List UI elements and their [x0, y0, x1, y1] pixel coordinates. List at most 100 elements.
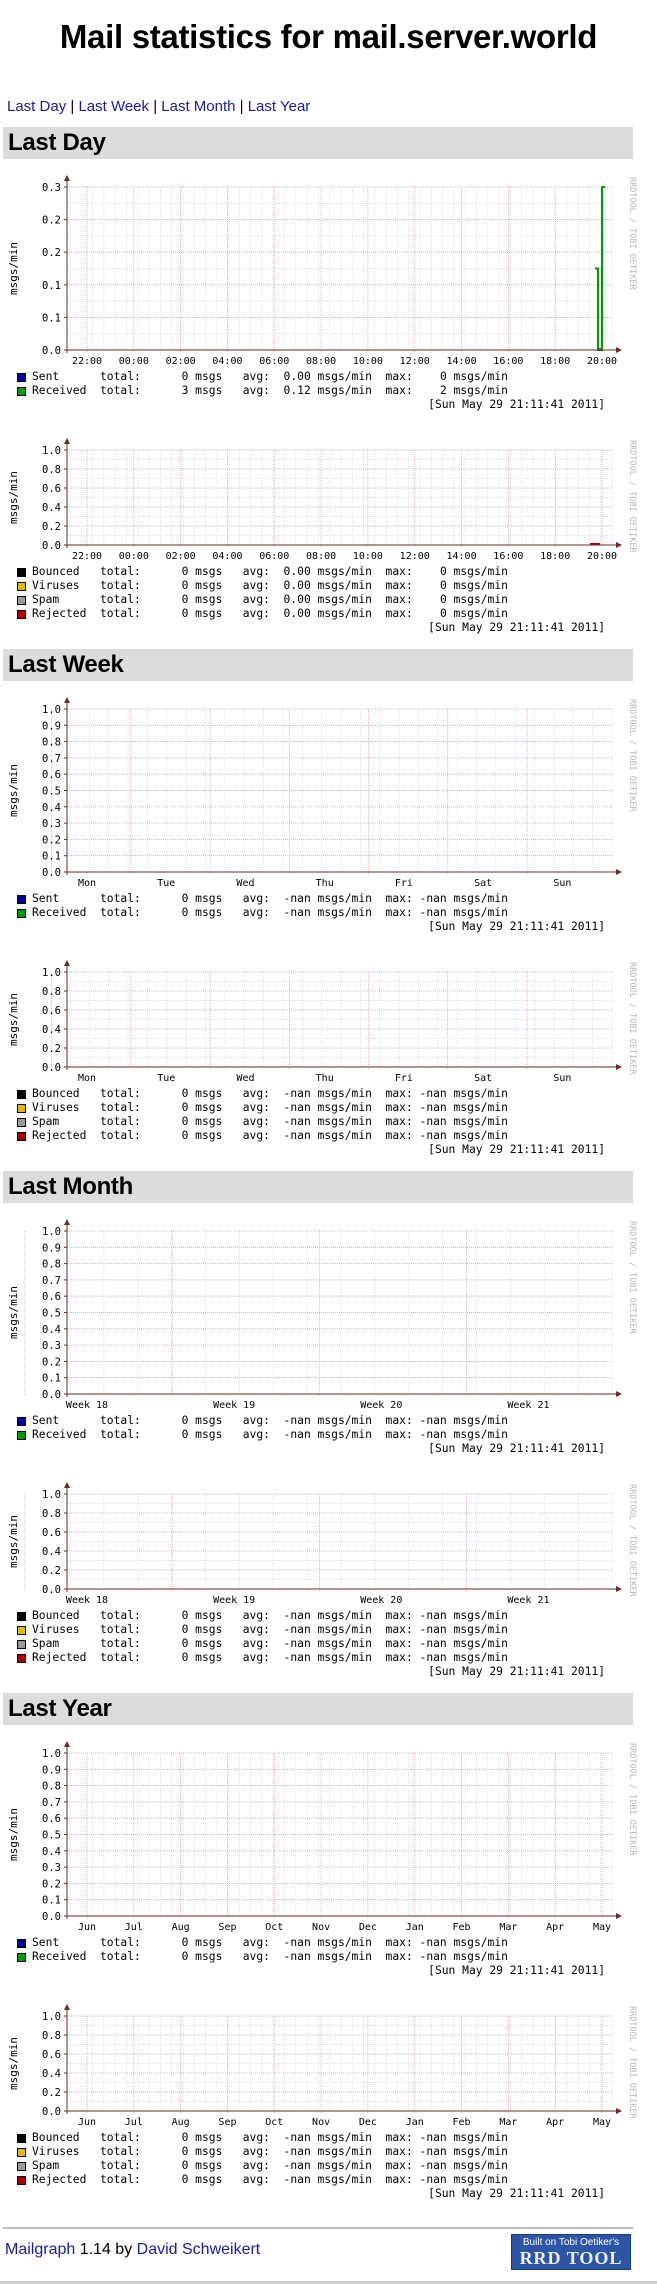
- author-link[interactable]: David Schweikert: [136, 2241, 261, 2258]
- rrdtool-badge[interactable]: Built on Tobi Oetiker's RRD TOOL: [511, 2234, 631, 2270]
- graph-sections: Last Day 22:00 00:00 02:00 04:00 06:00 08:00 10…: [0, 127, 657, 2215]
- y-tick-label: 0.2: [42, 1565, 61, 1577]
- legend-row-sent: Sent total: 0 msgs avg: -nan msgs/min max: -na…: [17, 1414, 640, 1428]
- legend-max: -nan msgs/min: [419, 1637, 508, 1650]
- x-tick-label: Nov: [312, 2117, 330, 2128]
- legend-total: 0 msgs: [181, 593, 223, 606]
- y-tick-label: 0.1: [42, 280, 61, 292]
- legend-avg: -nan msgs/min: [283, 1637, 372, 1650]
- legend-avg-label: avg:: [242, 1637, 270, 1650]
- legend-name: Sent: [32, 370, 60, 383]
- y-tick-label: 0.1: [42, 1373, 61, 1385]
- chart-legend: Sent total: 0 msgs avg: -nan msgs/min max: -na…: [17, 1414, 640, 1442]
- x-tick-label: 20:00: [587, 356, 617, 367]
- graph-week-problems: Mon Tue Wed Thu Fri Sat Sun 1.0 0.8 0.6 0.4 0.2 0.0 m…: [0, 950, 640, 1157]
- x-tick-label: 00:00: [119, 551, 149, 562]
- y-tick-label: 0.0: [42, 867, 61, 879]
- y-tick-label: 0.2: [42, 247, 61, 259]
- y-tick-label: 0.4: [42, 502, 61, 514]
- legend-total-label: total:: [100, 384, 141, 397]
- nav-link-last-month[interactable]: Last Month: [161, 98, 236, 115]
- y-axis-label: msgs/min: [7, 1515, 20, 1568]
- legend-avg: -nan msgs/min: [283, 1428, 372, 1441]
- mailgraph-link[interactable]: Mailgraph: [5, 2241, 76, 2258]
- y-tick-label: 0.1: [42, 1895, 61, 1907]
- legend-avg-label: avg:: [242, 607, 270, 620]
- y-tick-label: 0.4: [42, 2068, 61, 2080]
- legend-max-label: max:: [385, 1637, 413, 1650]
- chart-legend: Sent total: 0 msgs avg: -nan msgs/min max: -na…: [17, 1936, 640, 1964]
- legend-max-label: max:: [385, 2145, 413, 2158]
- legend-total: 0 msgs: [181, 1950, 223, 1963]
- legend-avg-label: avg:: [242, 2159, 270, 2172]
- graph-timestamp: [Sun May 29 21:11:41 2011]: [428, 1442, 605, 1455]
- y-tick-label: 0.3: [42, 182, 61, 194]
- legend-avg: -nan msgs/min: [283, 906, 372, 919]
- legend-row-received: Received total: 0 msgs avg: -nan msgs/min max…: [17, 906, 640, 920]
- legend-max-label: max:: [385, 1651, 413, 1664]
- y-tick-label: 0.5: [42, 1308, 61, 1320]
- x-tick-label: Sat: [474, 1073, 492, 1084]
- legend-row-sent: Sent total: 0 msgs avg: 0.00 msgs/min max: 0 m…: [17, 370, 640, 384]
- x-tick-label: 14:00: [446, 551, 476, 562]
- x-tick-label: 22:00: [72, 356, 102, 367]
- legend-total: 0 msgs: [181, 906, 223, 919]
- y-tick-label: 0.1: [42, 312, 61, 324]
- y-tick-label: 0.6: [42, 1291, 61, 1303]
- legend-max: 0 msgs/min: [439, 593, 508, 606]
- y-tick-label: 0.6: [42, 1005, 61, 1017]
- legend-max: 0 msgs/min: [439, 607, 508, 620]
- chart-legend: Bounced total: 0 msgs avg: -nan msgs/min max:…: [17, 2131, 640, 2187]
- legend-total: 0 msgs: [181, 1101, 223, 1114]
- nav-link-last-week[interactable]: Last Week: [78, 98, 150, 115]
- legend-avg-label: avg:: [242, 2145, 270, 2158]
- x-tick-label: 18:00: [540, 356, 570, 367]
- legend-total-label: total:: [100, 370, 141, 383]
- legend-max-label: max:: [385, 1101, 413, 1114]
- legend-name: Received: [32, 384, 87, 397]
- legend-total-label: total:: [100, 593, 141, 606]
- legend-max: -nan msgs/min: [419, 1129, 508, 1142]
- legend-swatch-icon: [17, 2161, 26, 2171]
- legend-swatch-icon: [17, 609, 26, 619]
- x-tick-label: May: [593, 2117, 611, 2128]
- legend-total-label: total:: [100, 1101, 141, 1114]
- legend-name: Spam: [32, 593, 60, 606]
- legend-swatch-icon: [17, 2147, 26, 2157]
- legend-avg: -nan msgs/min: [283, 892, 372, 905]
- x-tick-label: Thu: [316, 878, 334, 889]
- legend-max-label: max:: [385, 1428, 413, 1441]
- legend-avg-label: avg:: [242, 906, 270, 919]
- legend-total-label: total:: [100, 1950, 141, 1963]
- legend-row-sent: Sent total: 0 msgs avg: -nan msgs/min max: -na…: [17, 892, 640, 906]
- legend-name: Spam: [32, 1637, 60, 1650]
- nav-link-last-year[interactable]: Last Year: [247, 98, 311, 115]
- legend-max-label: max:: [385, 1129, 413, 1142]
- legend-avg-label: avg:: [242, 579, 270, 592]
- x-tick-label: Wed: [236, 878, 254, 889]
- legend-max-label: max:: [385, 565, 413, 578]
- legend-name: Rejected: [32, 607, 87, 620]
- legend-max: 0 msgs/min: [439, 579, 508, 592]
- rrdtool-watermark: RRDTOOL / TOBI OETIKER: [627, 1221, 637, 1334]
- legend-avg-label: avg:: [242, 1414, 270, 1427]
- y-tick-label: 0.3: [42, 1340, 61, 1352]
- legend-max: -nan msgs/min: [419, 2145, 508, 2158]
- x-tick-label: Fri: [395, 1073, 413, 1084]
- legend-max-label: max:: [385, 1414, 413, 1427]
- legend-avg: 0.00 msgs/min: [283, 579, 372, 592]
- legend-swatch-icon: [17, 1117, 26, 1127]
- legend-max-label: max:: [385, 593, 413, 606]
- legend-row-spam: Spam total: 0 msgs avg: -nan msgs/min max: -na…: [17, 2159, 640, 2173]
- legend-max-label: max:: [385, 892, 413, 905]
- x-tick-label: Sun: [553, 1073, 571, 1084]
- y-tick-label: 0.8: [42, 986, 61, 998]
- legend-avg-label: avg:: [242, 2131, 270, 2144]
- legend-name: Received: [32, 906, 87, 919]
- legend-name: Viruses: [32, 1623, 80, 1636]
- legend-max-label: max:: [385, 1609, 413, 1622]
- legend-total-label: total:: [100, 1129, 141, 1142]
- x-tick-label: Oct: [265, 1922, 283, 1933]
- y-tick-label: 0.8: [42, 1508, 61, 1520]
- nav-link-last-day[interactable]: Last Day: [7, 98, 67, 115]
